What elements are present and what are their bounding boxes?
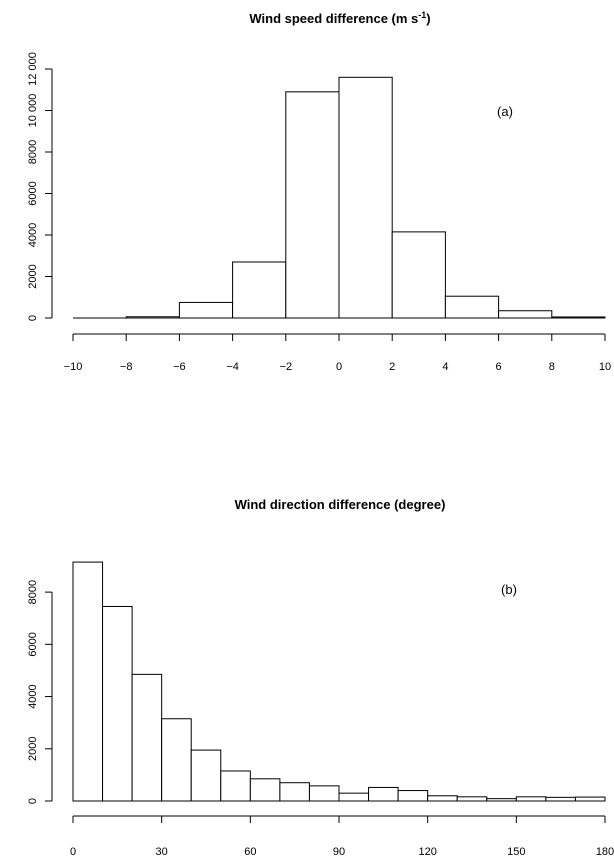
histogram-bar xyxy=(161,718,192,802)
title-end: ) xyxy=(426,11,430,26)
x-tick-label: 180 xyxy=(596,846,614,858)
histogram-bar xyxy=(515,796,547,802)
histogram-bar xyxy=(391,231,446,319)
x-tick-label: 90 xyxy=(333,846,345,858)
histogram-bar xyxy=(444,295,500,319)
title-superscript: -1 xyxy=(418,10,426,20)
x-tick-label: −8 xyxy=(120,361,133,373)
y-tick-label: 4000 xyxy=(27,684,39,708)
x-tick-label: 30 xyxy=(156,846,168,858)
histogram-bar xyxy=(427,795,458,802)
histogram-bar xyxy=(545,796,576,802)
histogram-bar xyxy=(190,749,222,802)
y-tick-label: 12 000 xyxy=(27,52,39,86)
x-tick-label: 150 xyxy=(507,846,525,858)
histogram-bar xyxy=(338,792,370,802)
chart-title: Wind direction difference (degree) xyxy=(235,497,446,512)
histogram-bar xyxy=(498,310,553,319)
y-tick-label: 8000 xyxy=(27,580,39,604)
y-tick-label: 8000 xyxy=(27,140,39,164)
y-tick-label: 4000 xyxy=(27,223,39,247)
x-tick-label: −4 xyxy=(226,361,239,373)
histogram-bar xyxy=(285,91,340,319)
histogram-bar xyxy=(456,796,488,802)
x-tick-label: 0 xyxy=(70,846,76,858)
x-tick-label: 6 xyxy=(496,361,502,373)
histogram-bar xyxy=(178,301,234,319)
chart-title: Wind speed difference (m s-1) xyxy=(249,10,430,26)
histogram-bar xyxy=(232,261,287,319)
y-tick-label: 2000 xyxy=(27,264,39,288)
histogram-bar xyxy=(397,790,429,802)
histogram-bar xyxy=(72,561,104,802)
x-tick-label: 8 xyxy=(549,361,555,373)
histogram-bar xyxy=(249,778,281,802)
x-tick-label: 60 xyxy=(244,846,256,858)
histogram-bar xyxy=(551,316,606,319)
x-tick-label: 120 xyxy=(418,846,436,858)
x-tick-label: 4 xyxy=(442,361,448,373)
histogram-bar xyxy=(220,770,251,802)
x-tick-label: 0 xyxy=(336,361,342,373)
y-tick-label: 6000 xyxy=(27,632,39,656)
histogram-bar xyxy=(574,796,606,802)
x-tick-label: −10 xyxy=(64,361,83,373)
x-tick-label: −2 xyxy=(280,361,293,373)
histogram-bar xyxy=(131,673,163,802)
histogram-bar xyxy=(308,785,340,802)
y-tick-label: 0 xyxy=(27,315,39,321)
histogram-bar xyxy=(368,786,399,802)
histogram-bar xyxy=(338,76,393,319)
y-tick-label: 6000 xyxy=(27,181,39,205)
histogram-bar xyxy=(486,798,517,802)
histogram-bar xyxy=(102,605,133,802)
panel-label: (a) xyxy=(497,104,513,119)
histogram-bar xyxy=(279,782,310,802)
x-tick-label: −6 xyxy=(173,361,186,373)
y-tick-label: 10 000 xyxy=(27,94,39,128)
x-tick-label: 10 xyxy=(599,361,611,373)
x-tick-label: 2 xyxy=(389,361,395,373)
y-tick-label: 2000 xyxy=(27,737,39,761)
histogram-bar xyxy=(125,316,180,319)
panel-label: (b) xyxy=(501,582,517,597)
y-tick-label: 0 xyxy=(27,798,39,804)
